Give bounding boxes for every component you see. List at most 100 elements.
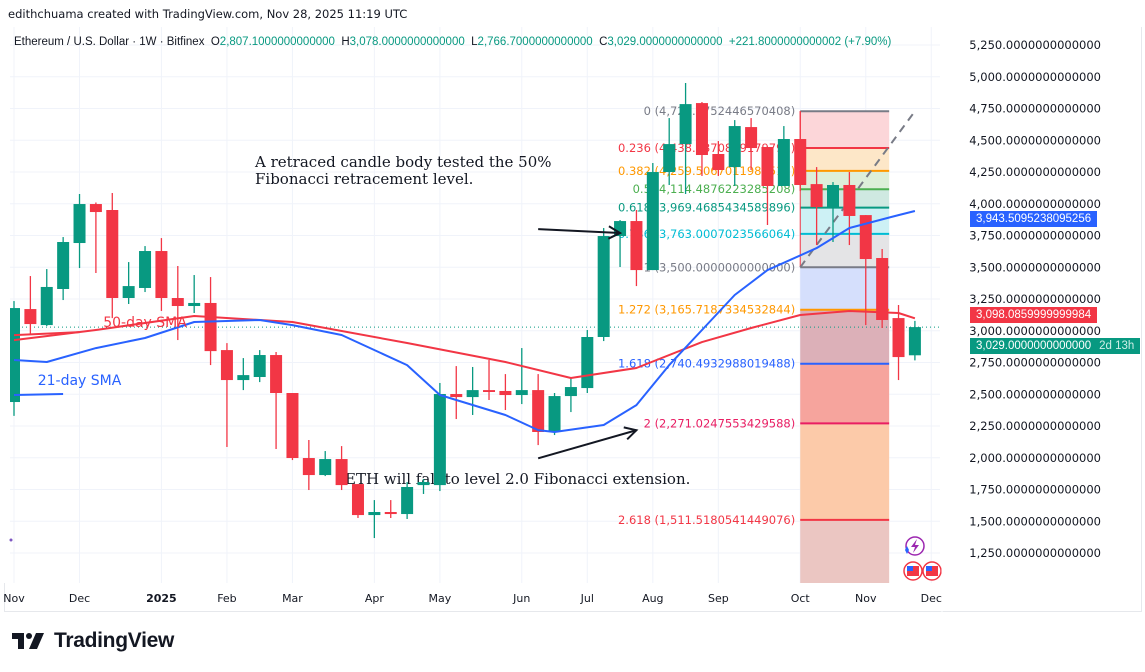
flag-canton — [926, 566, 932, 571]
candle-up[interactable] — [908, 320, 921, 361]
candle-body — [270, 355, 283, 394]
us-flag-event-icon[interactable] — [903, 561, 923, 581]
candle-down[interactable] — [859, 215, 872, 326]
x-tick-label: Aug — [642, 592, 663, 605]
candle-body — [548, 396, 561, 432]
y-tick-label: 4,000.0000000000000 — [969, 197, 1101, 211]
candle-body — [483, 390, 496, 392]
candle-body — [171, 298, 184, 307]
sma-21-line[interactable] — [13, 210, 916, 433]
candle-down[interactable] — [630, 210, 643, 287]
candle-body — [188, 302, 201, 307]
us-flag-event-icon[interactable] — [922, 561, 942, 581]
tradingview-logo-text: TradingView — [54, 629, 175, 652]
candle-down[interactable] — [351, 484, 364, 518]
annotation-text[interactable]: ETH will fall to level 2.0 Fibonacci ext… — [345, 470, 690, 488]
symbol-title[interactable]: Ethereum / U.S. Dollar · 1W · Bitfinex — [14, 36, 205, 48]
candle-down[interactable] — [270, 351, 283, 450]
candle-down[interactable] — [810, 167, 823, 246]
candle-up[interactable] — [827, 182, 839, 243]
candle-down[interactable] — [450, 366, 463, 420]
candle-up[interactable] — [253, 350, 266, 383]
candle-down[interactable] — [483, 359, 496, 400]
candle-down[interactable] — [335, 446, 348, 491]
candle-down[interactable] — [532, 374, 545, 446]
candle-up[interactable] — [777, 126, 790, 187]
symbol-legend: Ethereum / U.S. Dollar · 1W · Bitfinex O… — [14, 35, 891, 49]
candle-down[interactable] — [384, 500, 397, 518]
y-tick-label: 2,500.0000000000000 — [969, 387, 1101, 401]
fib-zone-fill — [800, 519, 890, 583]
candle-body — [777, 139, 790, 187]
candle-up[interactable] — [515, 348, 528, 405]
candle-up[interactable] — [597, 228, 610, 342]
close-label: C — [599, 36, 608, 48]
series-label: 50-day SMA — [103, 315, 187, 331]
candle-body — [745, 127, 758, 149]
sma-50-line[interactable] — [13, 310, 916, 379]
candle-up[interactable] — [548, 393, 561, 436]
fib-trend-line[interactable] — [799, 110, 916, 268]
candle-up[interactable] — [581, 330, 594, 394]
candle-body — [57, 242, 70, 289]
candle-up[interactable] — [237, 358, 250, 391]
annotation-arrow[interactable] — [537, 426, 639, 460]
candle-body — [499, 390, 512, 396]
candle-down[interactable] — [761, 147, 774, 225]
candle-down[interactable] — [695, 102, 708, 176]
candle-down[interactable] — [499, 374, 512, 411]
candle-up[interactable] — [728, 120, 741, 187]
candle-up[interactable] — [417, 478, 430, 494]
candle-up[interactable] — [679, 83, 692, 195]
candle-up[interactable] — [368, 500, 381, 539]
candle-down[interactable] — [286, 393, 299, 461]
candle-up[interactable] — [73, 194, 86, 269]
candle-down[interactable] — [892, 305, 905, 381]
x-tick-label: Nov — [855, 592, 877, 605]
annotation-text[interactable]: A retraced candle body tested the 50% Fib… — [254, 153, 552, 188]
candle-up[interactable] — [188, 275, 201, 314]
x-tick-label: Oct — [791, 592, 811, 605]
candle-up[interactable] — [8, 301, 20, 416]
candle-down[interactable] — [24, 276, 37, 335]
candle-body — [384, 512, 397, 515]
candle-up[interactable] — [564, 378, 577, 413]
candle-body — [695, 103, 708, 156]
y-tick-label: 5,000.0000000000000 — [969, 70, 1101, 84]
fib-level-label: 1.618 (2,740.4932988019488) — [618, 357, 795, 371]
candle-body — [892, 318, 905, 358]
candle-up[interactable] — [401, 482, 414, 519]
candle-down[interactable] — [712, 141, 725, 176]
tradingview-logo[interactable]: TradingView — [12, 629, 174, 653]
annotation-arrow[interactable] — [538, 225, 623, 240]
candle-up[interactable] — [663, 118, 676, 185]
candle-body — [319, 459, 332, 476]
candle-body — [351, 484, 364, 516]
candle-body — [827, 184, 839, 208]
candle-up[interactable] — [40, 269, 53, 327]
candle-up[interactable] — [122, 262, 135, 304]
candle-up[interactable] — [139, 246, 152, 293]
y-tick-label: 4,750.0000000000000 — [969, 102, 1101, 116]
candle-down[interactable] — [220, 343, 233, 447]
fib-zone-fill — [800, 233, 890, 268]
candle-up[interactable] — [319, 451, 332, 477]
candle-up[interactable] — [433, 382, 446, 492]
candle-down[interactable] — [876, 248, 889, 328]
candle-up[interactable] — [646, 163, 659, 271]
candle-down[interactable] — [843, 172, 856, 246]
candle-body — [663, 144, 676, 173]
candle-up[interactable] — [466, 366, 479, 415]
fibonacci-extension-tool[interactable]: 0 (4,728.9752446570408)0.236 (4,438.9370… — [618, 104, 916, 583]
candle-body — [335, 459, 348, 486]
candle-up[interactable] — [614, 220, 627, 268]
candle-down[interactable] — [89, 202, 102, 273]
candle-down[interactable] — [106, 192, 119, 319]
candle-down[interactable] — [745, 118, 758, 171]
candle-down[interactable] — [302, 439, 315, 491]
candle-up[interactable] — [57, 237, 70, 301]
candle-body — [302, 458, 315, 476]
candle-down[interactable] — [155, 238, 168, 311]
candle-down[interactable] — [794, 111, 807, 192]
